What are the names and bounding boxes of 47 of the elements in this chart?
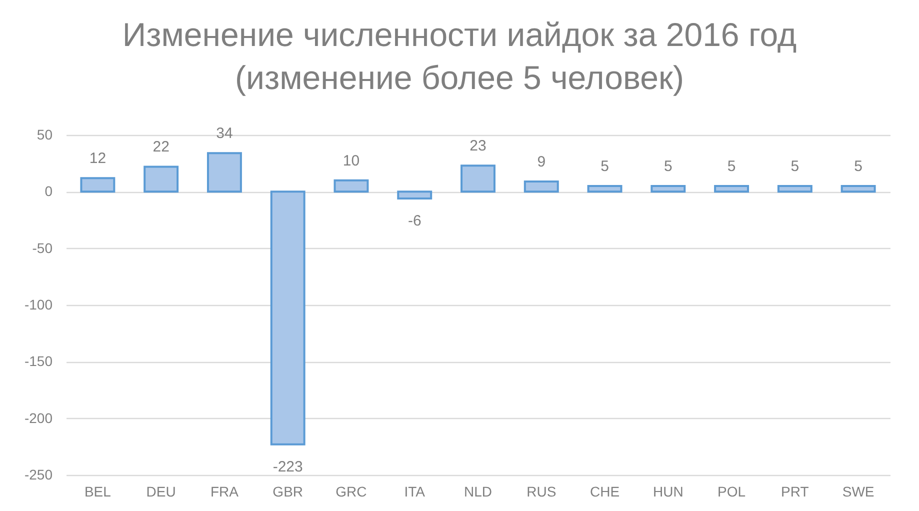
bar — [714, 185, 750, 193]
bar — [144, 166, 179, 193]
data-label: 23 — [470, 138, 486, 155]
bar — [777, 185, 812, 193]
x-tick-label: GRC — [336, 484, 367, 500]
data-label: -6 — [408, 212, 422, 230]
x-tick-label: FRA — [210, 484, 240, 500]
x-tick-label: PRT — [781, 484, 810, 500]
data-label: 5 — [790, 158, 800, 175]
bar — [334, 179, 369, 193]
bar — [397, 190, 432, 200]
y-tick-label: -200 — [24, 410, 53, 426]
x-tick-label: RUS — [526, 484, 556, 500]
data-label: 22 — [152, 138, 170, 156]
x-tick-label: SWE — [842, 484, 874, 500]
x-tick-label: BEL — [84, 484, 112, 500]
y-tick-label: -250 — [24, 466, 53, 482]
y-tick-label: 50 — [36, 126, 53, 142]
data-label: 5 — [727, 158, 736, 175]
y-tick-label: 0 — [44, 183, 53, 200]
bar — [80, 177, 116, 193]
x-tick-label: DEU — [146, 484, 176, 500]
data-label: 5 — [854, 158, 862, 175]
data-label: 10 — [342, 152, 360, 170]
bar — [650, 185, 686, 193]
x-tick-label: ITA — [404, 484, 426, 500]
bar — [587, 185, 622, 193]
data-label: 5 — [664, 158, 672, 175]
bar — [270, 190, 306, 446]
y-tick-label: -50 — [32, 240, 53, 256]
x-tick-label: CHE — [590, 484, 620, 500]
bar — [206, 152, 242, 193]
bar — [460, 164, 496, 193]
chart-title: Изменение численности иайдок за 2016 год (изменение более 5 человек) — [122, 16, 797, 96]
data-label: 12 — [89, 150, 106, 168]
y-tick-label: -100 — [24, 296, 53, 312]
bar — [524, 180, 559, 193]
x-tick-label: POL — [718, 484, 746, 500]
x-tick-label: GBR — [272, 484, 304, 500]
data-label: 34 — [216, 125, 233, 142]
x-tick-label: HUN — [652, 484, 684, 500]
data-label: -223 — [272, 458, 303, 476]
data-label: 5 — [600, 158, 609, 175]
data-label: 9 — [537, 153, 546, 170]
x-tick-label: NLD — [464, 484, 492, 500]
y-tick-label: -150 — [24, 353, 53, 370]
bar — [840, 185, 876, 193]
